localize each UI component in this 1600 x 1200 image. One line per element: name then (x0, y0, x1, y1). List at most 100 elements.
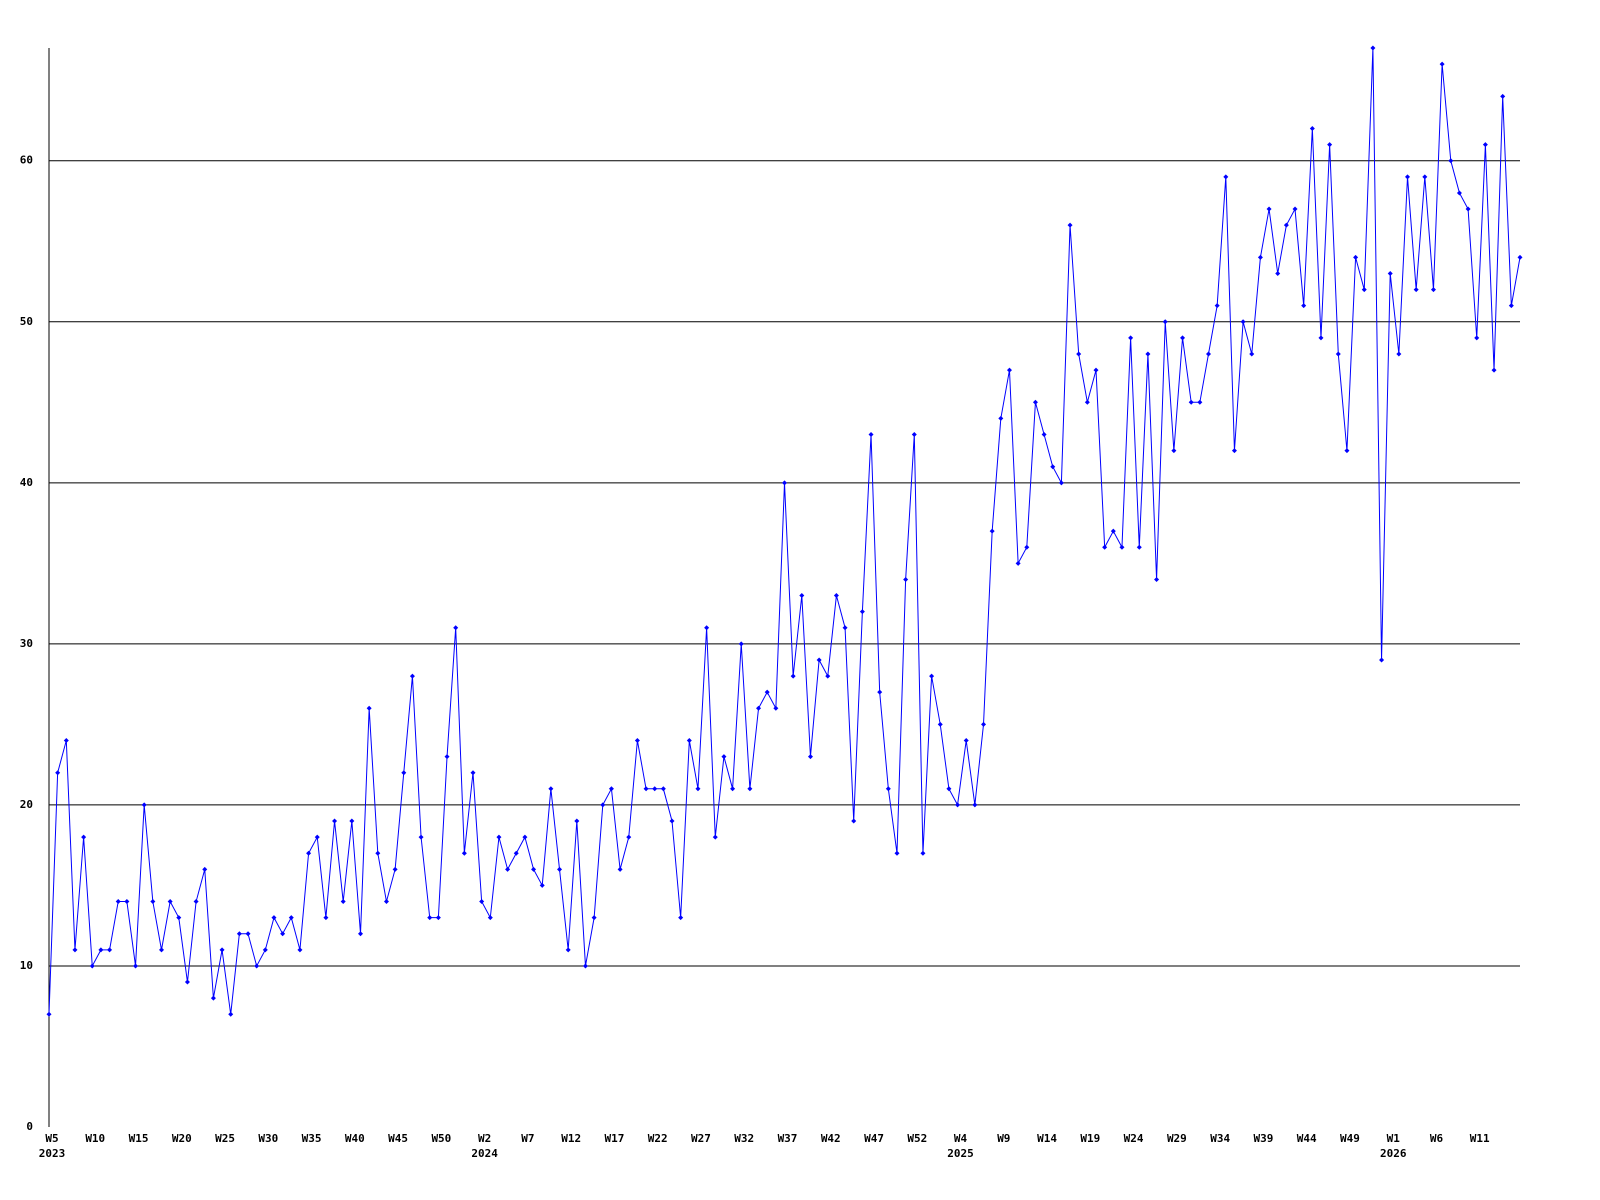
x-tick-label: W45 (388, 1132, 408, 1145)
data-point (764, 689, 770, 695)
data-point (1318, 335, 1324, 341)
data-point (1456, 190, 1462, 196)
data-point (470, 770, 476, 776)
data-point (972, 802, 978, 808)
x-year-label: 2023 (39, 1147, 66, 1160)
data-point (1249, 351, 1255, 357)
data-point (496, 834, 502, 840)
data-point (435, 915, 441, 921)
data-point (418, 834, 424, 840)
data-point (712, 834, 718, 840)
data-point (582, 963, 588, 969)
data-point (1128, 335, 1134, 341)
data-point (254, 963, 260, 969)
data-point (513, 850, 519, 856)
x-tick-label: W50 (431, 1132, 451, 1145)
data-point (219, 947, 225, 953)
data-point (107, 947, 113, 953)
data-point (271, 915, 277, 921)
data-point (634, 737, 640, 743)
y-tick-label: 30 (20, 637, 33, 650)
data-point (704, 625, 710, 631)
x-tick-label: W52 (907, 1132, 927, 1145)
data-point (158, 947, 164, 953)
data-point (1508, 303, 1514, 309)
x-tick-label: W25 (215, 1132, 235, 1145)
x-tick-label: W9 (997, 1132, 1010, 1145)
x-tick-label: W44 (1297, 1132, 1317, 1145)
data-point (790, 673, 796, 679)
x-year-label: 2026 (1380, 1147, 1407, 1160)
data-point (695, 786, 701, 792)
data-point (1379, 657, 1385, 663)
data-point (903, 576, 909, 582)
data-point (1474, 335, 1480, 341)
data-point (184, 979, 190, 985)
data-point (358, 931, 364, 937)
data-point (81, 834, 87, 840)
data-point (98, 947, 104, 953)
data-point (981, 721, 987, 727)
x-tick-label: W5 (45, 1132, 58, 1145)
data-point (799, 593, 805, 599)
data-point (1482, 142, 1488, 148)
data-point (1110, 528, 1116, 534)
data-point (288, 915, 294, 921)
x-tick-label: W1 (1387, 1132, 1401, 1145)
data-point (1448, 158, 1454, 164)
data-point (678, 915, 684, 921)
data-point (652, 786, 658, 792)
data-point (1405, 174, 1411, 180)
data-point (730, 786, 736, 792)
data-point (842, 625, 848, 631)
data-point (306, 850, 312, 856)
data-point (150, 899, 156, 905)
x-tick-label: W17 (605, 1132, 625, 1145)
data-point (427, 915, 433, 921)
data-point (721, 754, 727, 760)
data-point (557, 866, 563, 872)
data-point (1006, 367, 1012, 373)
x-tick-label: W32 (734, 1132, 754, 1145)
data-point (332, 818, 338, 824)
data-point (245, 931, 251, 937)
data-point (539, 882, 545, 888)
x-tick-label: W22 (648, 1132, 668, 1145)
x-year-label: 2025 (947, 1147, 974, 1160)
data-point (1517, 254, 1523, 260)
data-point (1353, 254, 1359, 260)
data-point (643, 786, 649, 792)
data-point (1422, 174, 1428, 180)
data-point (937, 721, 943, 727)
data-point (1491, 367, 1497, 373)
data-point (1344, 448, 1350, 454)
data-point (461, 850, 467, 856)
data-point (193, 899, 199, 905)
data-point (1145, 351, 1151, 357)
x-tick-label: W24 (1124, 1132, 1144, 1145)
data-point (1214, 303, 1220, 309)
data-point (782, 480, 787, 486)
data-point (141, 802, 147, 808)
x-tick-label: W39 (1253, 1132, 1273, 1145)
data-point (946, 786, 952, 792)
data-point (1327, 142, 1333, 148)
data-point (444, 754, 450, 760)
x-tick-label: W35 (302, 1132, 322, 1145)
data-point (262, 947, 268, 953)
data-point (1413, 287, 1419, 293)
data-point (323, 915, 329, 921)
data-point (1301, 303, 1307, 309)
data-point (1136, 544, 1142, 550)
data-point (574, 818, 580, 824)
data-point (1015, 560, 1021, 566)
data-point (1197, 399, 1203, 405)
x-tick-label: W20 (172, 1132, 192, 1145)
y-tick-label: 40 (20, 476, 33, 489)
data-point (1162, 319, 1168, 325)
data-point (392, 866, 398, 872)
data-point (375, 850, 381, 856)
data-point (626, 834, 632, 840)
data-point (55, 770, 61, 776)
data-point (1465, 206, 1471, 212)
